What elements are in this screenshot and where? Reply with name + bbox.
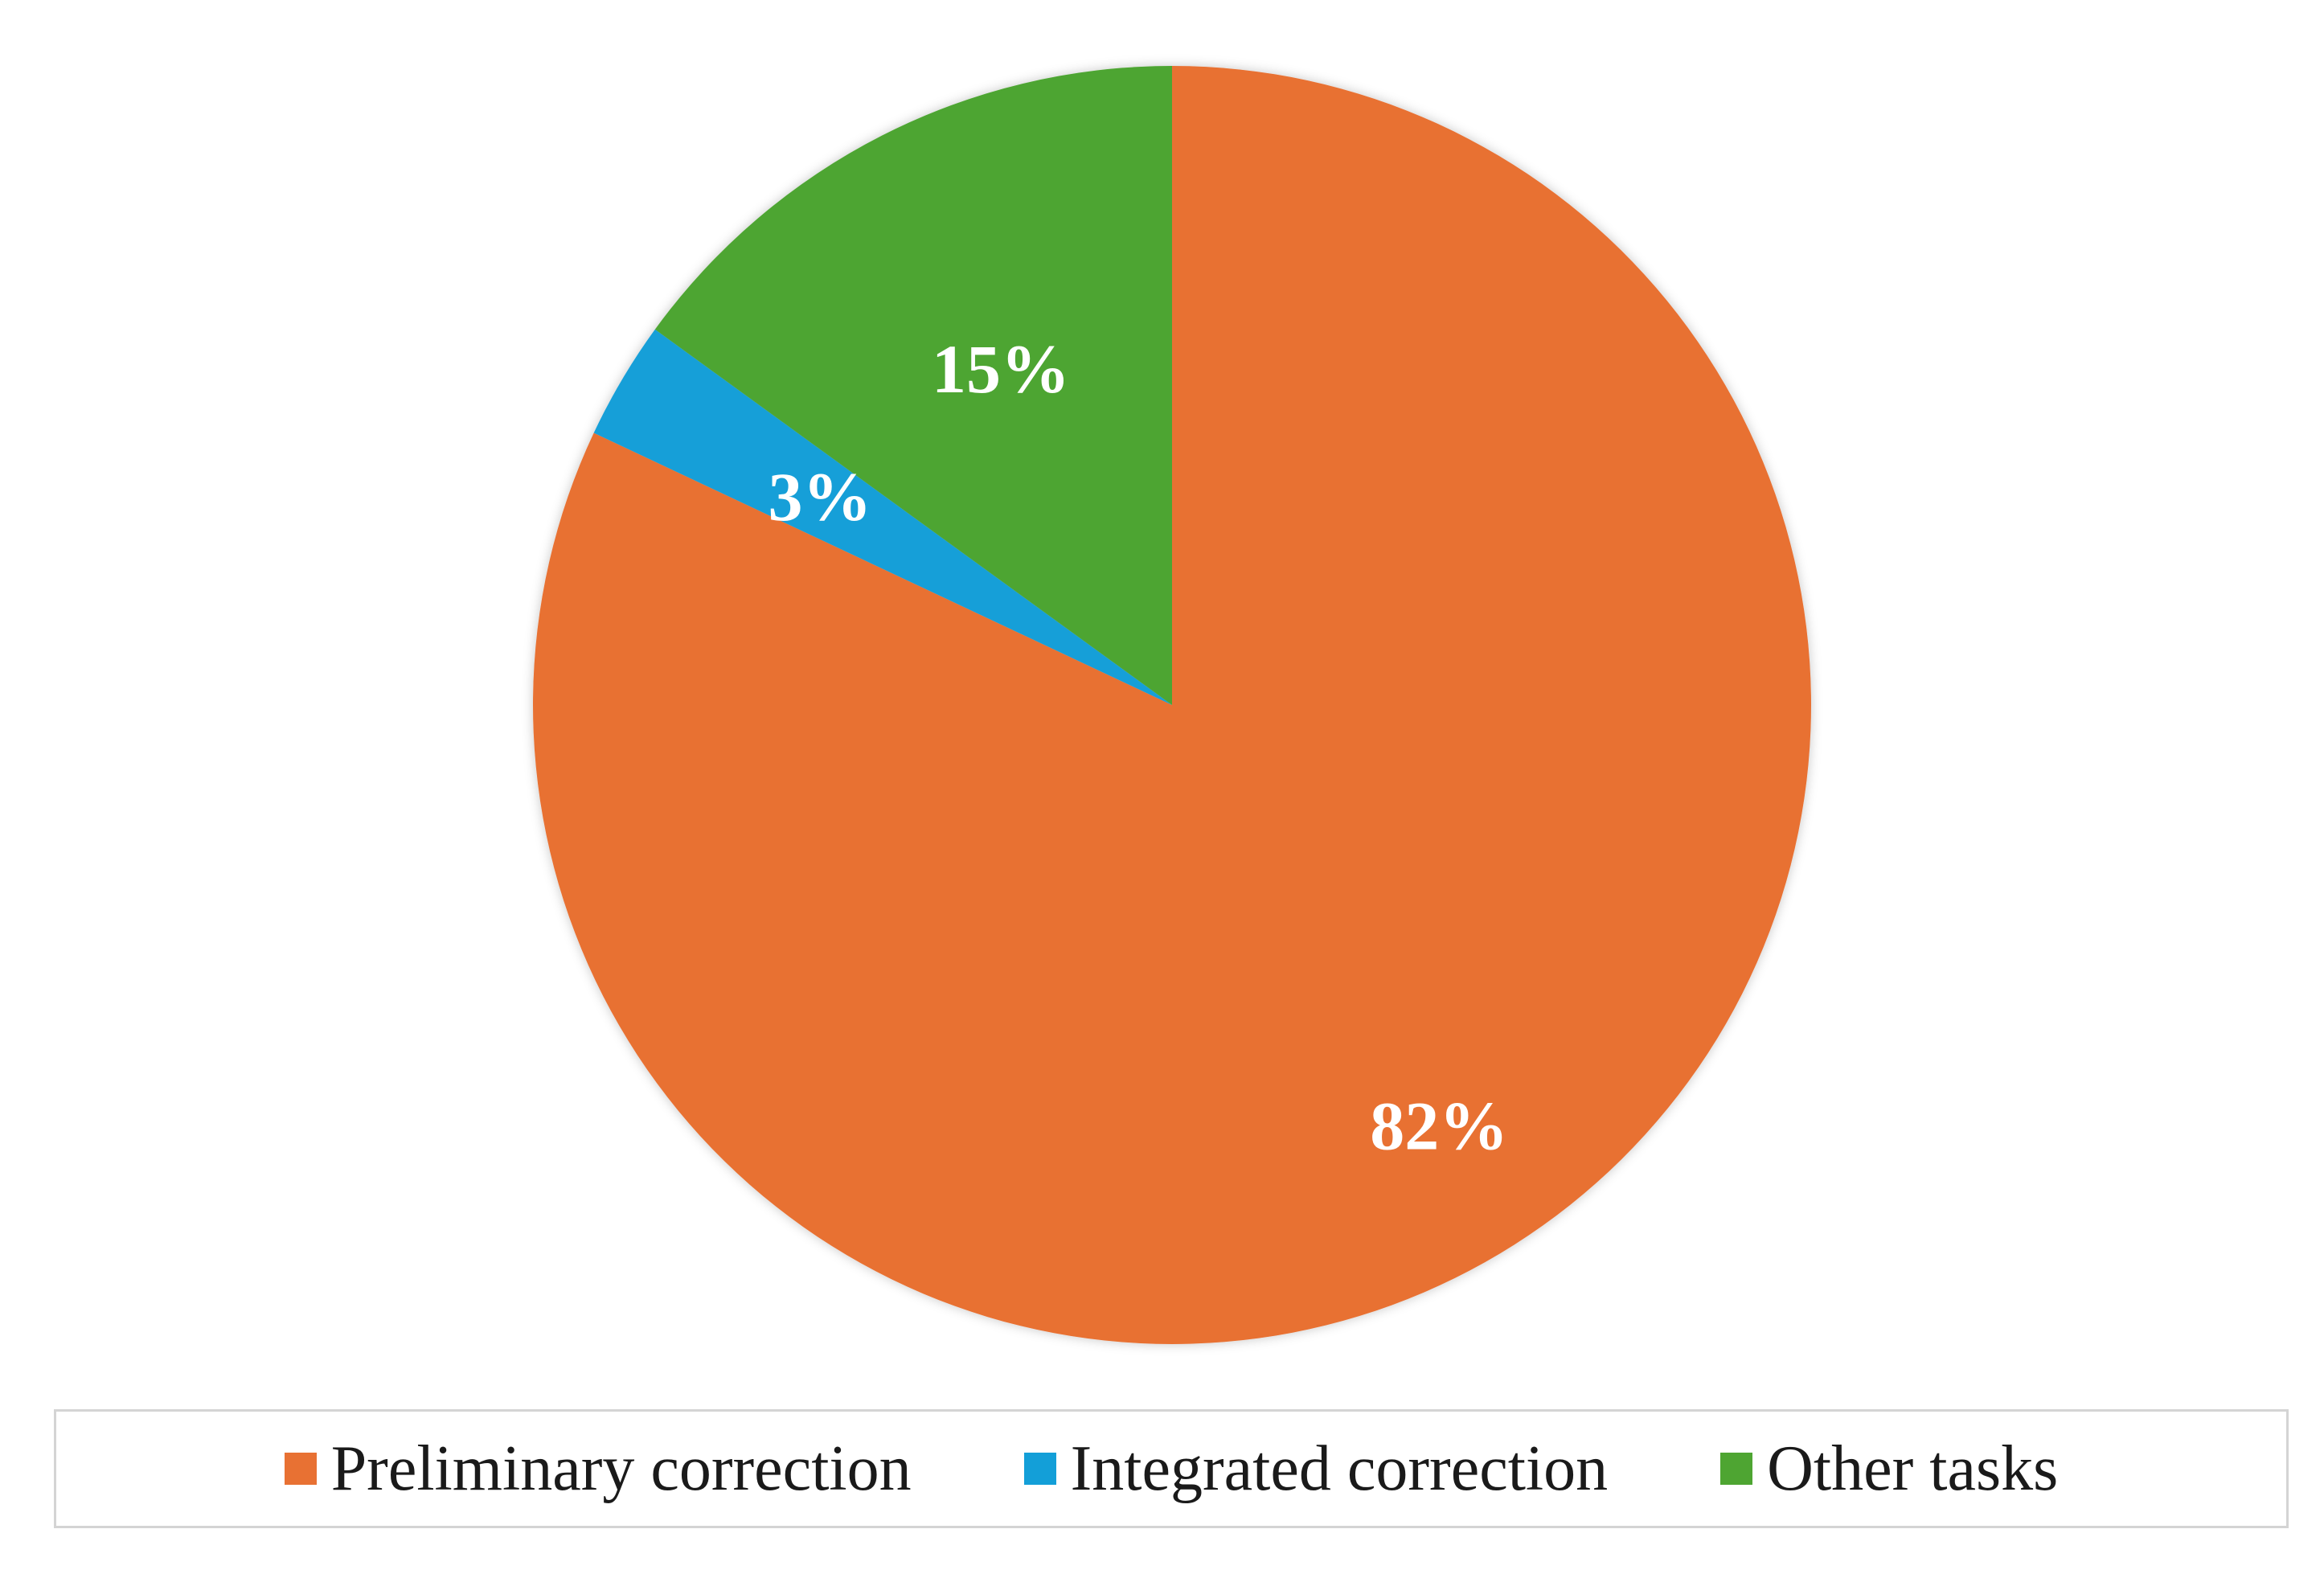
pie-slices	[533, 66, 1811, 1344]
legend-item-integrated-correction: Integrated correction	[1023, 1433, 1609, 1506]
legend-swatch	[1720, 1453, 1753, 1485]
legend: Preliminary correction Integrated correct…	[54, 1409, 2289, 1528]
legend-label: Preliminary correction	[330, 1433, 912, 1504]
pie-slice-other-tasks	[654, 66, 1172, 705]
data-label-other-tasks: 15%	[932, 330, 1070, 408]
legend-label: Integrated correction	[1070, 1433, 1609, 1504]
pie-slice-preliminary-correction	[533, 66, 1811, 1344]
legend-swatch	[284, 1453, 317, 1485]
legend-swatch	[1023, 1453, 1056, 1485]
legend-item-other-tasks: Other tasks	[1720, 1433, 2058, 1506]
pie-slice-integrated-correction	[593, 329, 1172, 705]
legend-label: Other tasks	[1767, 1433, 2059, 1504]
legend-item-preliminary-correction: Preliminary correction	[284, 1433, 912, 1506]
data-label-preliminary-correction: 82%	[1370, 1088, 1508, 1165]
pie-data-labels: 82% 3% 15%	[769, 330, 1509, 1164]
data-label-integrated-correction: 3%	[769, 458, 872, 535]
